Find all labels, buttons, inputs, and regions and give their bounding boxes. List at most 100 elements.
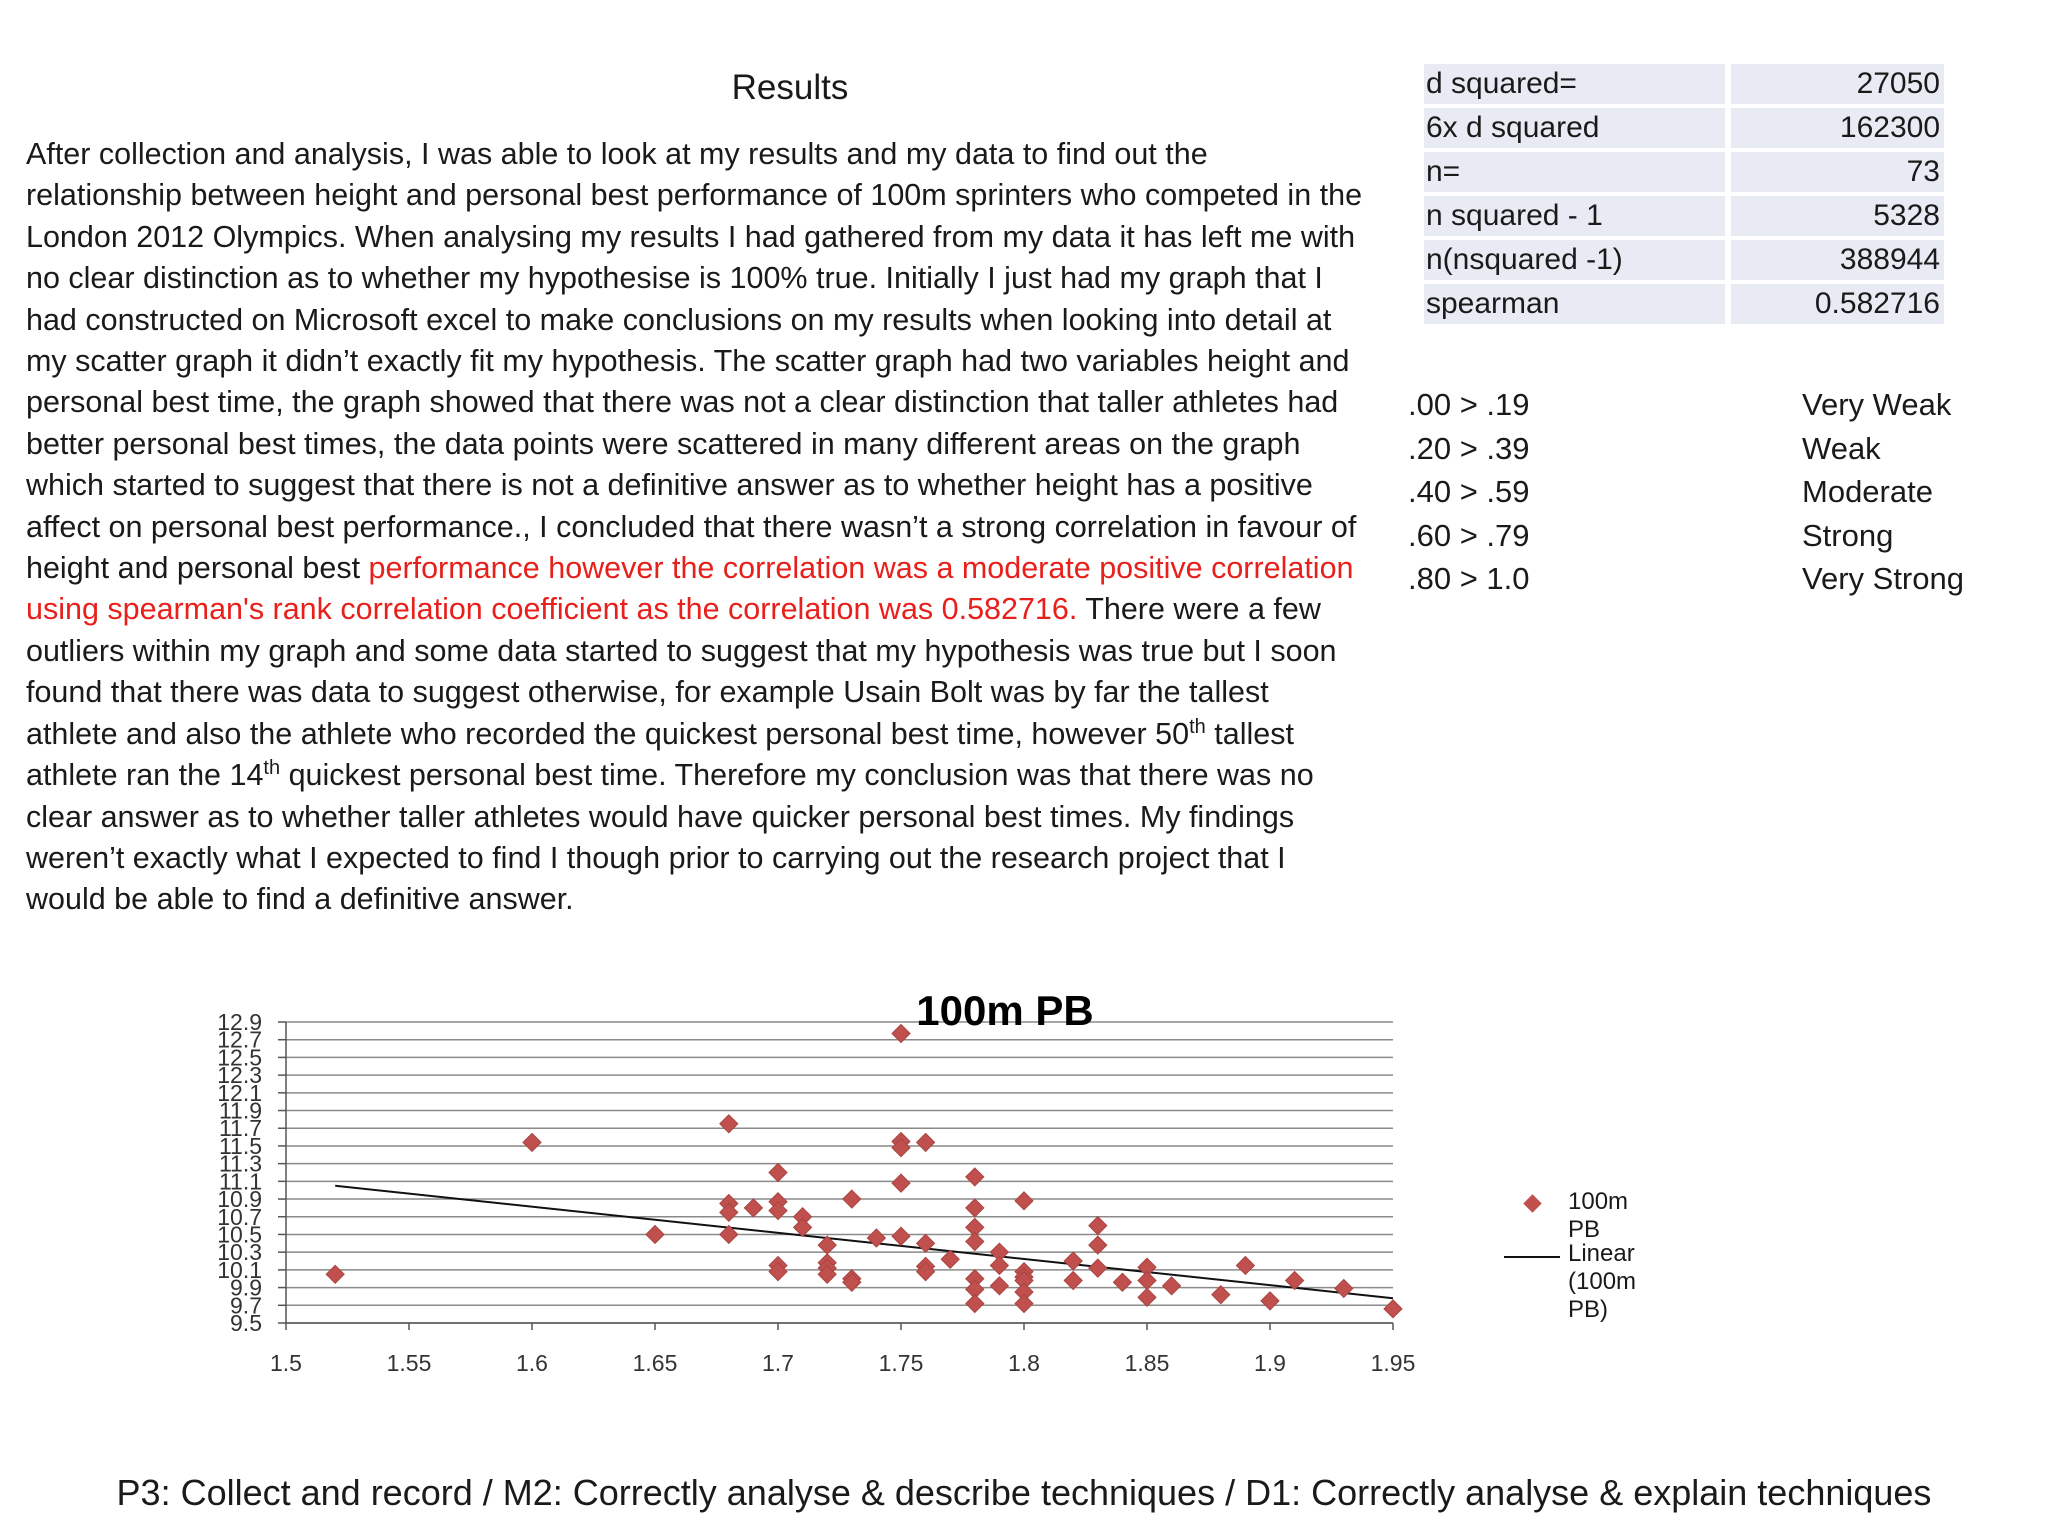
data-point [965, 1167, 985, 1187]
data-point [965, 1293, 985, 1314]
y-tick-label: 10.7 [217, 1204, 262, 1230]
y-tick-label: 11.7 [219, 1115, 262, 1141]
data-point [1014, 1191, 1034, 1211]
data-point [891, 1226, 911, 1246]
scale-label: Strong [1802, 517, 1894, 553]
data-point [743, 1198, 764, 1218]
data-point [891, 1023, 911, 1044]
data-point [1137, 1287, 1157, 1308]
y-tick-label: 12.3 [217, 1062, 262, 1088]
scale-range: .00 > .19 [1408, 387, 1530, 422]
data-point [1088, 1258, 1108, 1278]
diamond-marker-icon [1523, 1194, 1542, 1213]
legend-label: Linear (100m PB) [1568, 1240, 1637, 1323]
data-point [522, 1132, 542, 1153]
data-point [1211, 1284, 1231, 1305]
paragraph-text: After collection and analysis, I was abl… [26, 137, 1363, 586]
data-point [1112, 1272, 1133, 1292]
y-tick-label: 11.3 [219, 1151, 262, 1177]
y-tick-label: 9.7 [230, 1292, 262, 1318]
x-tick-label: 1.55 [387, 1350, 432, 1376]
y-tick-label: 9.5 [230, 1310, 262, 1336]
scale-label: Very Weak [1802, 387, 1952, 422]
data-point [940, 1249, 960, 1269]
results-paragraph: After collection and analysis, I was abl… [26, 134, 1366, 921]
y-tick-label: 10.1 [217, 1257, 262, 1283]
table-cell-value: 162300 [1730, 108, 1944, 148]
data-point [891, 1173, 911, 1193]
data-point [1088, 1235, 1108, 1255]
x-tick-label: 1.5 [270, 1350, 302, 1376]
scatter-chart: 9.59.79.910.110.310.510.710.911.111.311.… [217, 990, 1416, 1376]
data-point [1284, 1270, 1305, 1291]
data-point [1088, 1215, 1108, 1236]
scale-range: .80 > 1.0 [1408, 561, 1530, 597]
table-cell-key: n= [1424, 152, 1725, 192]
scale-row: .40 > .59 Moderate [1408, 470, 2008, 514]
table-row: n= 73 [1424, 152, 1944, 192]
data-point [915, 1233, 936, 1254]
page-title: Results [731, 68, 849, 107]
data-point [325, 1264, 345, 1285]
spearman-calculation-table: d squared= 27050 6x d squared 162300 n= … [1424, 60, 1944, 328]
y-tick-label: 11.9 [219, 1098, 262, 1124]
y-tick-label: 9.9 [230, 1275, 262, 1301]
scale-label: Very Strong [1802, 561, 1964, 597]
data-point [1014, 1293, 1034, 1314]
table-row: n squared - 1 5328 [1424, 196, 1944, 236]
data-point [1260, 1291, 1280, 1311]
correlation-strength-scale: .00 > .19 Very Weak .20 > .39 Weak .40 >… [1408, 383, 2008, 601]
x-tick-label: 1.95 [1371, 1350, 1416, 1376]
y-tick-label: 10.5 [217, 1221, 262, 1247]
trend-line-icon [1504, 1256, 1560, 1258]
y-tick-label: 12.5 [217, 1044, 262, 1070]
table-row: spearman 0.582716 [1424, 284, 1944, 324]
legend-label: 100m PB [1568, 1188, 1629, 1243]
data-point [1235, 1255, 1256, 1276]
scale-row: .60 > .79 Strong [1408, 514, 2008, 558]
table-cell-key: spearman [1424, 284, 1725, 324]
y-tick-label: 10.9 [217, 1186, 262, 1212]
y-tick-label: 12.7 [217, 1027, 262, 1053]
scale-row: .80 > 1.0 Very Strong [1408, 557, 2008, 601]
data-point [817, 1264, 837, 1285]
footer-criteria: P3: Collect and record / M2: Correctly a… [116, 1472, 1932, 1513]
data-point [792, 1217, 813, 1238]
data-point [768, 1162, 788, 1183]
x-tick-label: 1.85 [1125, 1350, 1170, 1376]
data-point [719, 1202, 739, 1223]
data-point [989, 1255, 1010, 1276]
data-point [965, 1231, 985, 1252]
scale-range: .40 > .59 [1408, 474, 1530, 510]
highlighted-text: performance however the correlation was … [26, 551, 1354, 627]
table-cell-value: 5328 [1730, 196, 1944, 236]
table-cell-key: n(nsquared -1) [1424, 240, 1725, 280]
superscript: th [263, 756, 281, 779]
table-cell-key: n squared - 1 [1424, 196, 1725, 236]
y-tick-label: 10.3 [217, 1239, 262, 1265]
scale-label: Moderate [1802, 474, 1933, 510]
table-cell-key: d squared= [1424, 64, 1725, 104]
data-point [645, 1224, 665, 1245]
table-cell-value: 0.582716 [1730, 284, 1944, 324]
paragraph-text: There were a few outliers within my grap… [26, 592, 1337, 751]
x-tick-label: 1.75 [879, 1350, 924, 1376]
y-tick-label: 11.5 [219, 1133, 262, 1159]
data-point [915, 1261, 936, 1282]
y-tick-label: 12.1 [217, 1080, 262, 1106]
data-point [989, 1276, 1010, 1296]
data-point [1334, 1278, 1354, 1299]
data-point [1161, 1276, 1182, 1296]
data-point [891, 1138, 911, 1158]
trend-line [335, 1184, 1394, 1300]
table-row: d squared= 27050 [1424, 64, 1944, 104]
data-point [1383, 1299, 1403, 1319]
data-point [842, 1189, 862, 1209]
scale-row: .20 > .39 Weak [1408, 427, 2008, 471]
data-point [768, 1261, 788, 1282]
table-cell-value: 73 [1730, 152, 1944, 192]
data-point [719, 1224, 739, 1245]
table-row: n(nsquared -1) 388944 [1424, 240, 1944, 280]
table-cell-value: 388944 [1730, 240, 1944, 280]
data-point [1063, 1270, 1083, 1291]
